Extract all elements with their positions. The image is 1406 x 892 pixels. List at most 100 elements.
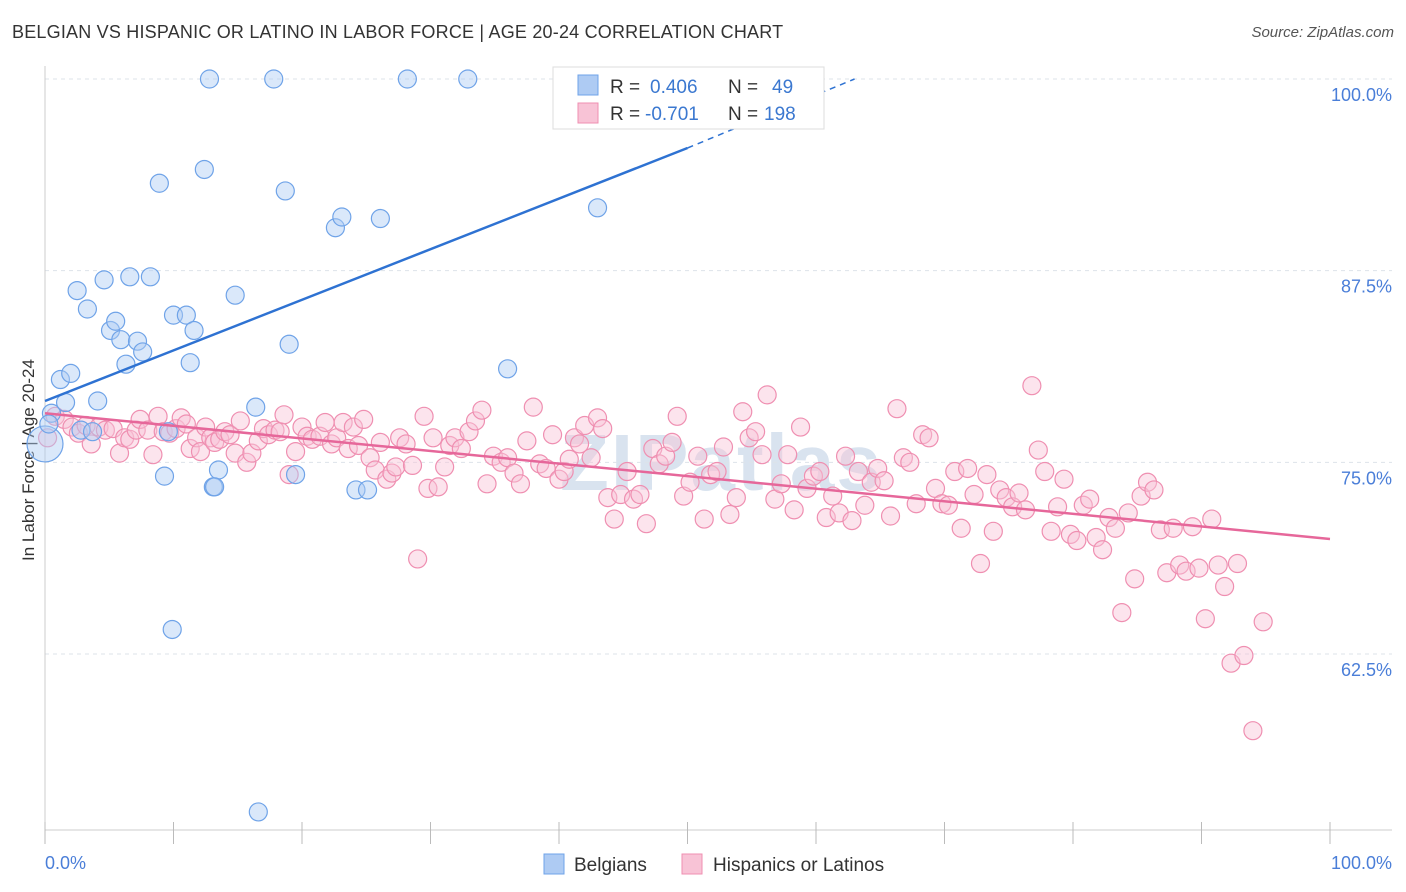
belgian-point-4 [61, 363, 81, 383]
hispanic-point-65 [408, 549, 428, 569]
hispanic-point-58 [370, 432, 390, 452]
belgian-point-36 [325, 218, 346, 238]
hispanic-point-33 [230, 411, 250, 431]
belgian-point-35 [285, 465, 306, 485]
hispanic-point-99 [611, 484, 631, 505]
y-tick-label-0: 100.0% [1331, 85, 1392, 105]
belgian-point-5 [67, 281, 87, 301]
hispanic-point-16 [143, 445, 163, 465]
belgian-point-39 [357, 480, 378, 500]
hispanic-point-190 [1195, 609, 1215, 629]
hispanic-point-43 [285, 442, 306, 462]
hispanic-point-34 [237, 452, 257, 472]
hispanic-point-161 [1009, 483, 1029, 503]
legend-r-value-2: -0.701 [645, 104, 699, 125]
hispanic-point-121 [752, 445, 772, 465]
axes [44, 66, 1392, 831]
belgian-point-14 [116, 354, 136, 374]
legend-n-label-1: N = [728, 77, 758, 98]
hispanic-point-87 [542, 425, 563, 445]
belgian-point-41 [397, 69, 417, 89]
belgian-point-7 [77, 299, 98, 319]
hispanic-point-135 [842, 510, 862, 531]
hispanic-point-198 [1243, 721, 1263, 741]
hispanic-point-6 [81, 434, 101, 454]
legend-r-label-1: R = [610, 77, 640, 98]
hispanic-point-140 [874, 471, 894, 491]
belgian-point-10 [94, 270, 114, 290]
hispanic-point-20 [166, 419, 186, 439]
hispanic-point-118 [733, 402, 753, 422]
hispanic-point-122 [757, 385, 777, 405]
hispanic-point-178 [1118, 503, 1138, 523]
hispanic-point-92 [569, 434, 590, 454]
belgian-point-2 [50, 369, 71, 390]
y-axis-title: In Labor Force | Age 20-24 [19, 359, 38, 561]
hispanic-point-125 [778, 445, 798, 465]
hispanic-point-192 [1208, 555, 1228, 575]
series-legend: Belgians Hispanics or Latinos [543, 853, 884, 876]
belgian-point-46 [248, 802, 268, 822]
hispanic-point-182 [1144, 480, 1164, 500]
hispanic-point-108 [667, 406, 687, 426]
hispanic-point-72 [445, 428, 465, 448]
legend-n-value-2: 198 [764, 104, 796, 125]
hispanic-point-163 [1022, 376, 1042, 396]
hispanic-point-69 [428, 477, 448, 497]
hispanic-point-168 [1054, 469, 1074, 489]
hispanic-point-174 [1092, 540, 1113, 560]
hispanic-point-134 [835, 446, 856, 466]
hispanic-point-53 [343, 417, 363, 437]
hispanic-point-74 [459, 422, 479, 442]
hispanic-point-4 [68, 423, 89, 443]
belgian-point-16 [127, 331, 148, 351]
hispanic-point-130 [810, 461, 830, 482]
belgian-point-33 [275, 181, 295, 201]
hispanic-point-64 [402, 455, 423, 475]
belgian-point-21 [158, 422, 178, 442]
belgian-point-17 [133, 342, 153, 362]
hispanic-point-195 [1227, 553, 1248, 574]
hispanic-point-102 [630, 484, 650, 505]
hispanic-point-173 [1086, 527, 1106, 548]
belgian-points [26, 69, 608, 822]
hispanic-point-66 [414, 406, 434, 426]
hispanic-point-141 [880, 506, 901, 526]
legend-n-label-2: N = [728, 104, 758, 125]
hispanic-point-91 [564, 428, 585, 448]
belgian-point-48 [39, 414, 59, 434]
hispanic-point-67 [418, 478, 438, 498]
hispanic-point-191 [1202, 509, 1222, 529]
belgian-point-45 [162, 619, 182, 640]
belgian-point-31 [246, 397, 266, 417]
belgian-point-24 [180, 353, 200, 373]
belgian-point-25 [184, 320, 204, 341]
belgian-point-40 [370, 208, 390, 229]
hispanic-point-96 [593, 419, 613, 439]
belgian-point-13 [111, 330, 131, 350]
hispanic-point-136 [848, 461, 869, 482]
legend-n-value-1: 49 [772, 77, 793, 98]
belgian-point-15 [120, 267, 140, 287]
hispanic-point-142 [887, 399, 907, 419]
hispanic-point-103 [636, 514, 656, 534]
hispanic-point-0 [37, 428, 58, 448]
hispanic-point-10 [109, 443, 130, 463]
hispanic-point-176 [1105, 518, 1126, 538]
hispanic-point-164 [1028, 440, 1048, 460]
hispanic-point-155 [970, 553, 991, 574]
hispanic-point-179 [1125, 569, 1145, 589]
hispanic-point-107 [662, 432, 682, 452]
hispanic-point-44 [292, 417, 312, 437]
hispanic-point-144 [900, 452, 920, 472]
hispanic-point-48 [315, 412, 335, 433]
hispanic-point-153 [958, 458, 978, 479]
hispanic-point-152 [951, 518, 971, 538]
legend-hispanics-label: Hispanics or Latinos [713, 855, 884, 876]
hispanic-point-111 [688, 446, 708, 466]
hispanic-point-61 [386, 457, 406, 477]
hispanic-point-114 [707, 461, 727, 482]
hispanic-point-156 [977, 465, 997, 485]
belgian-point-37 [332, 207, 352, 227]
